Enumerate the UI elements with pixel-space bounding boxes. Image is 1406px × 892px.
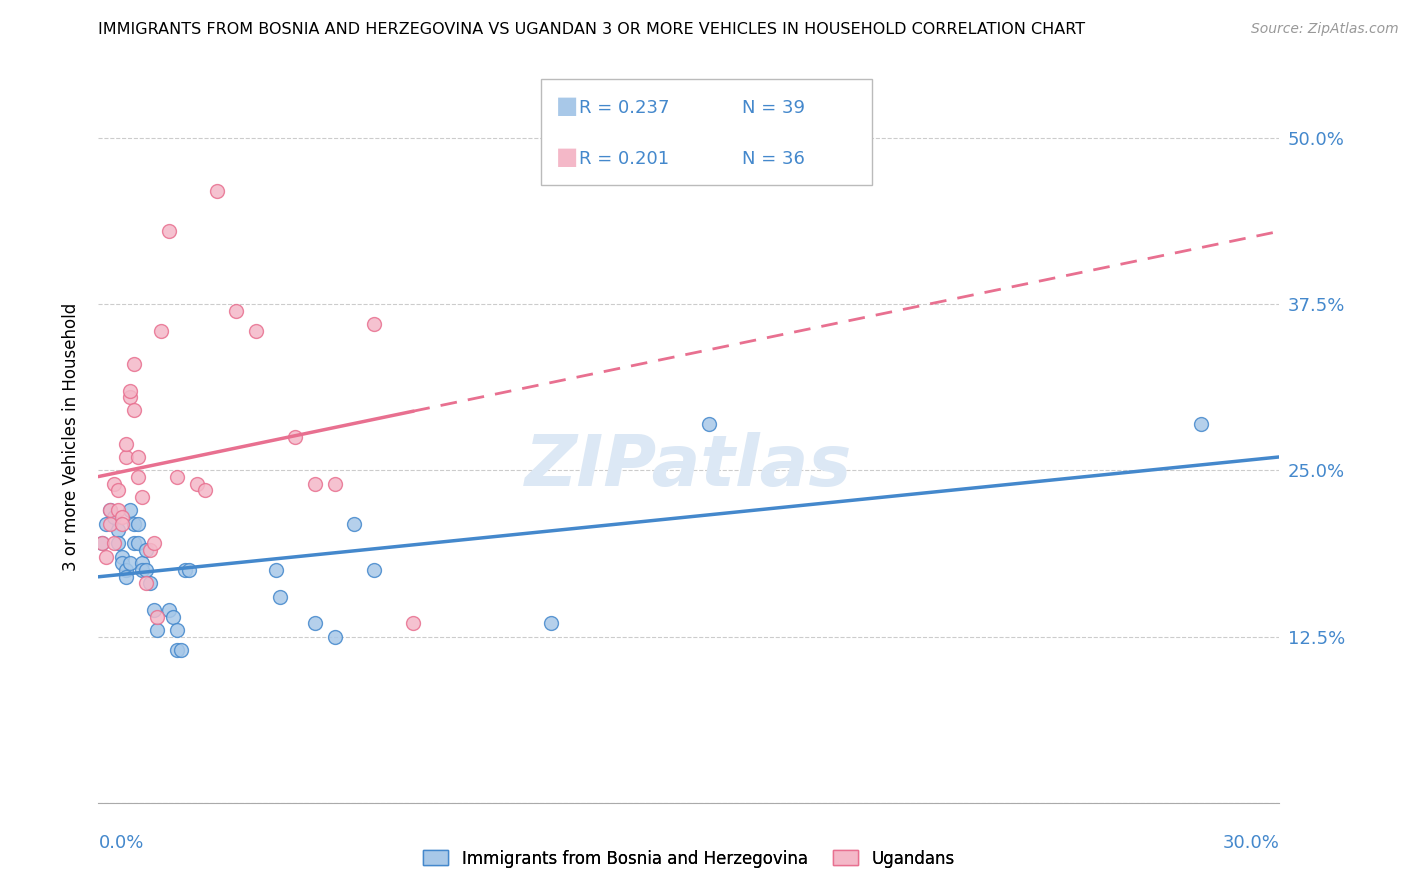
Point [91, 536, 114, 550]
Point [111, 557, 134, 571]
Point [284, 430, 307, 444]
Text: ■: ■ [555, 145, 578, 169]
Text: R = 0.237: R = 0.237 [579, 99, 669, 117]
Point [323, 476, 346, 491]
Point [174, 563, 197, 577]
Point [166, 643, 188, 657]
Text: 0.0%: 0.0% [98, 834, 143, 852]
Point [264, 563, 287, 577]
Text: Source: ZipAtlas.com: Source: ZipAtlas.com [1251, 22, 1399, 37]
Point [135, 576, 157, 591]
Point [131, 490, 153, 504]
Point [127, 516, 149, 531]
Point [157, 603, 180, 617]
Point [103, 476, 125, 491]
Point [194, 483, 217, 498]
Point [131, 563, 153, 577]
Point [107, 503, 129, 517]
Point [107, 536, 129, 550]
Point [127, 450, 149, 464]
Text: ■: ■ [555, 94, 578, 118]
Point [157, 224, 180, 238]
Text: ZIPatlas: ZIPatlas [526, 432, 852, 500]
Point [142, 536, 165, 550]
Point [103, 509, 125, 524]
Point [127, 536, 149, 550]
Point [118, 390, 141, 404]
Point [177, 563, 200, 577]
Point [540, 616, 562, 631]
Point [111, 509, 134, 524]
Point [170, 643, 193, 657]
Point [166, 470, 188, 484]
Point [115, 436, 138, 450]
FancyBboxPatch shape [541, 78, 872, 185]
Point [98, 503, 121, 517]
Point [127, 470, 149, 484]
Point [118, 503, 141, 517]
Point [150, 324, 173, 338]
Point [225, 303, 247, 318]
Text: IMMIGRANTS FROM BOSNIA AND HERZEGOVINA VS UGANDAN 3 OR MORE VEHICLES IN HOUSEHOL: IMMIGRANTS FROM BOSNIA AND HERZEGOVINA V… [98, 22, 1085, 37]
Point [107, 523, 129, 537]
Point [402, 616, 425, 631]
Point [122, 536, 145, 550]
Point [122, 516, 145, 531]
Point [138, 576, 160, 591]
Point [111, 516, 134, 531]
Point [323, 630, 346, 644]
Point [111, 549, 134, 564]
Point [146, 623, 169, 637]
Point [98, 516, 121, 531]
Point [162, 609, 184, 624]
Point [363, 317, 385, 331]
Point [697, 417, 720, 431]
Point [118, 557, 141, 571]
Point [122, 403, 145, 417]
Point [135, 543, 157, 558]
Point [96, 516, 118, 531]
Point [205, 184, 228, 198]
Point [103, 536, 125, 550]
Text: R = 0.201: R = 0.201 [579, 150, 669, 168]
Point [343, 516, 366, 531]
Point [304, 476, 326, 491]
Point [96, 549, 118, 564]
Point [269, 590, 291, 604]
Point [122, 357, 145, 371]
Y-axis label: 3 or more Vehicles in Household: 3 or more Vehicles in Household [62, 303, 80, 571]
Text: N = 39: N = 39 [742, 99, 806, 117]
Point [142, 603, 165, 617]
Point [245, 324, 267, 338]
Point [146, 609, 169, 624]
Point [118, 384, 141, 398]
Point [115, 450, 138, 464]
Point [1189, 417, 1212, 431]
Point [363, 563, 385, 577]
Point [115, 563, 138, 577]
Point [166, 623, 188, 637]
Point [186, 476, 208, 491]
Point [91, 536, 114, 550]
Point [131, 557, 153, 571]
Point [115, 570, 138, 584]
Point [107, 483, 129, 498]
Point [135, 563, 157, 577]
Point [138, 543, 160, 558]
Point [98, 503, 121, 517]
Text: N = 36: N = 36 [742, 150, 806, 168]
Point [304, 616, 326, 631]
Text: 30.0%: 30.0% [1223, 834, 1279, 852]
Legend: Immigrants from Bosnia and Herzegovina, Ugandans: Immigrants from Bosnia and Herzegovina, … [423, 849, 955, 868]
